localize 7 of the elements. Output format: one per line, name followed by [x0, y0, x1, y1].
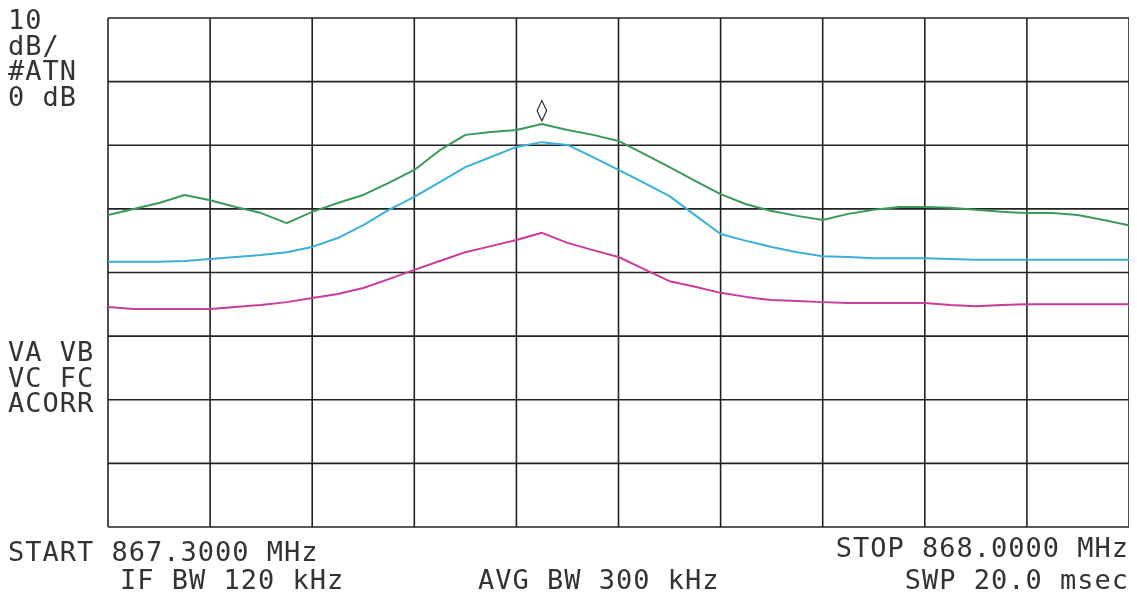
text: ◊ [535, 96, 549, 123]
text: AVG BW 300 kHz [478, 564, 720, 595]
text: 0 dB [8, 81, 78, 112]
text: START 867.3000 MHz [8, 536, 319, 567]
text: IF BW 120 kHz [120, 564, 345, 595]
text: STOP 868.0000 MHz [835, 532, 1129, 563]
text: SWP 20.0 msec [904, 564, 1129, 595]
